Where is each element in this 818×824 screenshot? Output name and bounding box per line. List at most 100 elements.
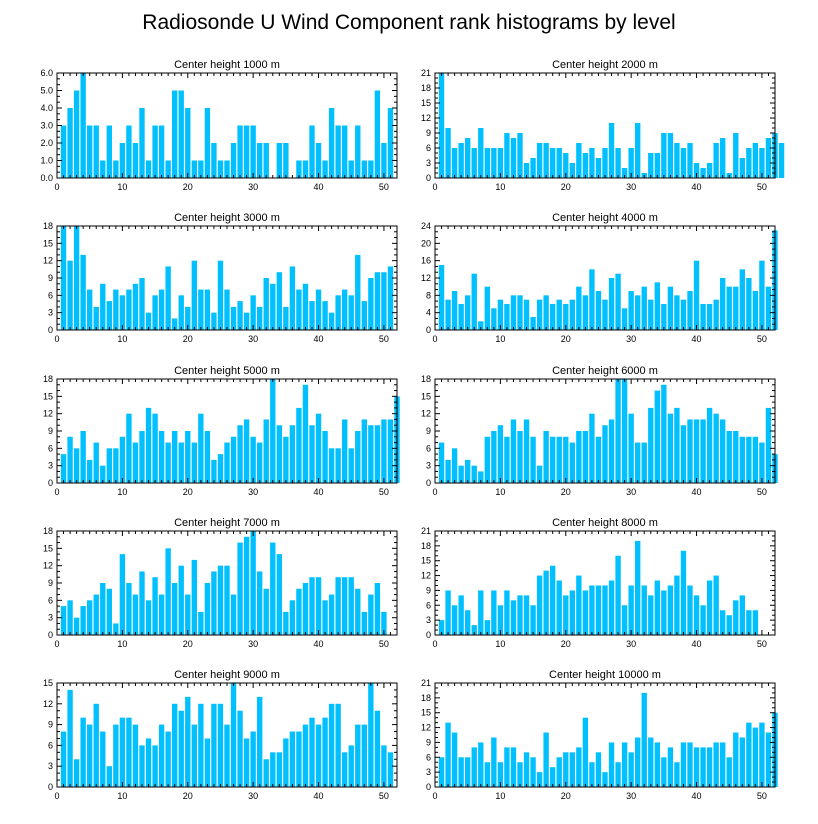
bar	[523, 752, 530, 787]
bar	[158, 594, 165, 635]
x-tick-label: 20	[183, 334, 193, 344]
bar	[543, 732, 549, 787]
bar	[185, 594, 191, 635]
y-tick-label: 12	[43, 409, 53, 419]
bar	[674, 407, 680, 483]
bar	[237, 542, 243, 635]
bar	[152, 413, 158, 483]
bar	[60, 731, 67, 787]
bar	[113, 448, 119, 483]
bar	[510, 138, 517, 178]
bar	[217, 454, 224, 483]
bar	[746, 436, 752, 483]
bar	[523, 595, 530, 635]
bar	[530, 757, 536, 787]
bar	[720, 278, 726, 330]
bar	[309, 301, 315, 330]
y-tick-label: 6	[426, 752, 431, 762]
bar	[309, 717, 315, 787]
bar	[589, 762, 595, 787]
panel-title: Center height 1000 m	[174, 59, 280, 71]
bar	[465, 757, 471, 787]
bar	[381, 143, 387, 178]
bar	[191, 260, 197, 330]
bar	[687, 143, 693, 178]
x-tick-label: 10	[495, 791, 505, 801]
y-tick-label: 0	[48, 782, 53, 792]
bar	[80, 717, 86, 787]
bar	[309, 125, 315, 178]
bar	[132, 143, 139, 178]
y-tick-label: 3	[48, 761, 53, 771]
bar	[211, 703, 217, 787]
bar	[465, 295, 471, 330]
bar	[602, 299, 608, 330]
bar	[536, 772, 543, 787]
bar	[615, 148, 621, 178]
y-tick-label: 4	[426, 308, 431, 318]
bar	[217, 703, 224, 787]
bar	[243, 738, 250, 787]
y-tick-label: 9	[426, 585, 431, 595]
bar	[582, 295, 589, 330]
bar	[635, 123, 641, 178]
bar	[458, 143, 464, 178]
bar	[536, 465, 543, 483]
bar	[204, 108, 211, 178]
bar	[582, 590, 589, 635]
bar	[250, 531, 256, 635]
bar	[113, 289, 119, 330]
bar	[270, 379, 276, 483]
bar	[484, 620, 490, 635]
bar	[484, 436, 490, 483]
bar	[628, 148, 634, 178]
bar	[172, 318, 178, 330]
bar	[720, 419, 726, 483]
bar	[67, 689, 73, 787]
bar	[510, 600, 517, 635]
bar	[674, 295, 680, 330]
bar	[563, 153, 569, 178]
bar	[438, 73, 445, 178]
bar	[458, 304, 464, 330]
bar	[211, 143, 217, 178]
bar	[322, 301, 328, 330]
bar	[230, 594, 237, 635]
panel-title: Center height 8000 m	[552, 517, 658, 529]
bar	[706, 163, 713, 178]
bar	[569, 442, 575, 483]
bar	[132, 283, 139, 330]
y-tick-label: 3	[426, 158, 431, 168]
y-tick-label: 3	[426, 461, 431, 471]
bar	[342, 752, 348, 787]
bar	[536, 143, 543, 178]
bar	[733, 431, 739, 483]
bar	[243, 312, 250, 330]
bar	[595, 585, 602, 635]
bar	[217, 565, 224, 635]
bar	[759, 442, 765, 483]
x-tick-label: 50	[757, 487, 767, 497]
y-tick-label: 9	[48, 426, 53, 436]
bar	[100, 160, 106, 178]
bar	[465, 610, 471, 635]
bar	[438, 265, 445, 330]
bar	[355, 724, 361, 787]
panels-group: Center height 1000 m 0.0 1.0 2.0 3.0 4.0 5.0 6.…	[40, 59, 785, 801]
bar	[100, 283, 106, 330]
bar	[93, 442, 99, 483]
bar	[752, 291, 759, 330]
bar	[139, 108, 145, 178]
bar	[667, 286, 674, 330]
bar	[693, 747, 700, 787]
x-tick-label: 10	[117, 791, 127, 801]
bar	[628, 413, 634, 483]
bar	[517, 295, 523, 330]
bar	[765, 138, 772, 178]
bar	[250, 125, 256, 178]
x-tick-label: 40	[314, 791, 324, 801]
bar	[296, 289, 302, 330]
bar	[478, 128, 484, 178]
x-tick-label: 30	[626, 334, 636, 344]
bar	[654, 282, 660, 330]
